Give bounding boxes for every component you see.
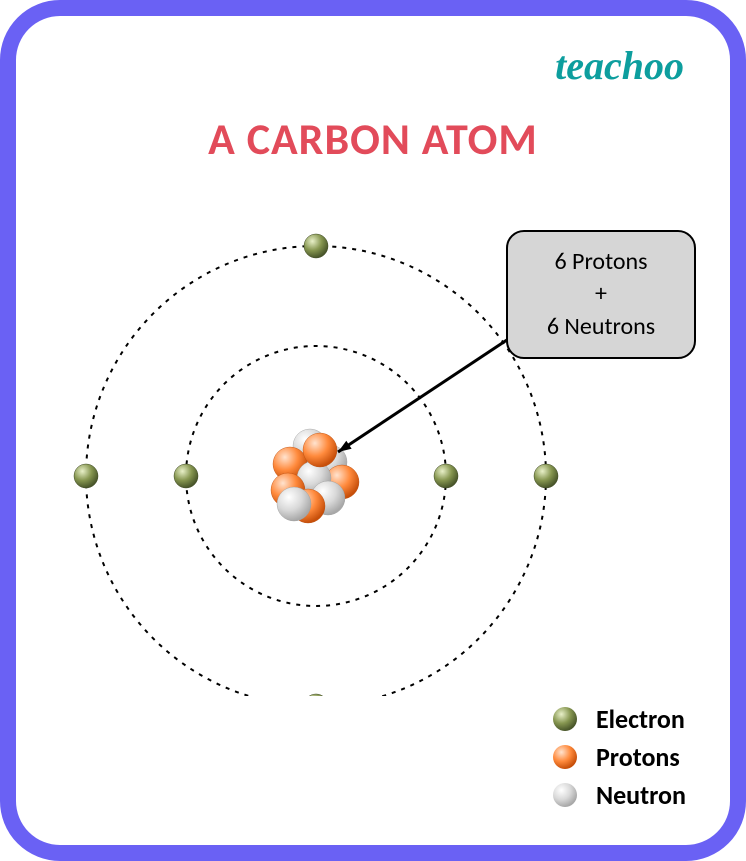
proton-icon: [552, 744, 578, 770]
callout-line: 6 Protons: [518, 246, 684, 278]
legend: Electron Protons Neutron: [552, 697, 686, 817]
electron-1: [174, 464, 198, 488]
legend-label: Electron: [596, 703, 685, 735]
callout-line: +: [518, 278, 684, 310]
callout-line: 6 Neutrons: [518, 311, 684, 343]
electron-2: [534, 464, 558, 488]
electron-0: [434, 464, 458, 488]
callout-arrowhead: [338, 441, 352, 452]
electron-5: [304, 694, 328, 696]
legend-row-neutron: Neutron: [552, 779, 686, 811]
neutron-particle: [277, 487, 311, 521]
brand-logo: teachoo: [555, 42, 684, 89]
proton-particle: [303, 433, 337, 467]
electron-4: [304, 234, 328, 258]
nucleus-callout: 6 Protons + 6 Neutrons: [506, 230, 696, 359]
callout-arrow: [338, 326, 528, 452]
card-frame: teachoo A CARBON ATOM 6 Protons + 6 Neut…: [0, 0, 746, 861]
legend-label: Neutron: [596, 779, 686, 811]
legend-label: Protons: [596, 741, 680, 773]
electron-icon: [552, 706, 578, 732]
neutron-icon: [552, 782, 578, 808]
diagram-title: A CARBON ATOM: [16, 112, 730, 166]
legend-row-proton: Protons: [552, 741, 686, 773]
electron-3: [74, 464, 98, 488]
legend-row-electron: Electron: [552, 703, 686, 735]
